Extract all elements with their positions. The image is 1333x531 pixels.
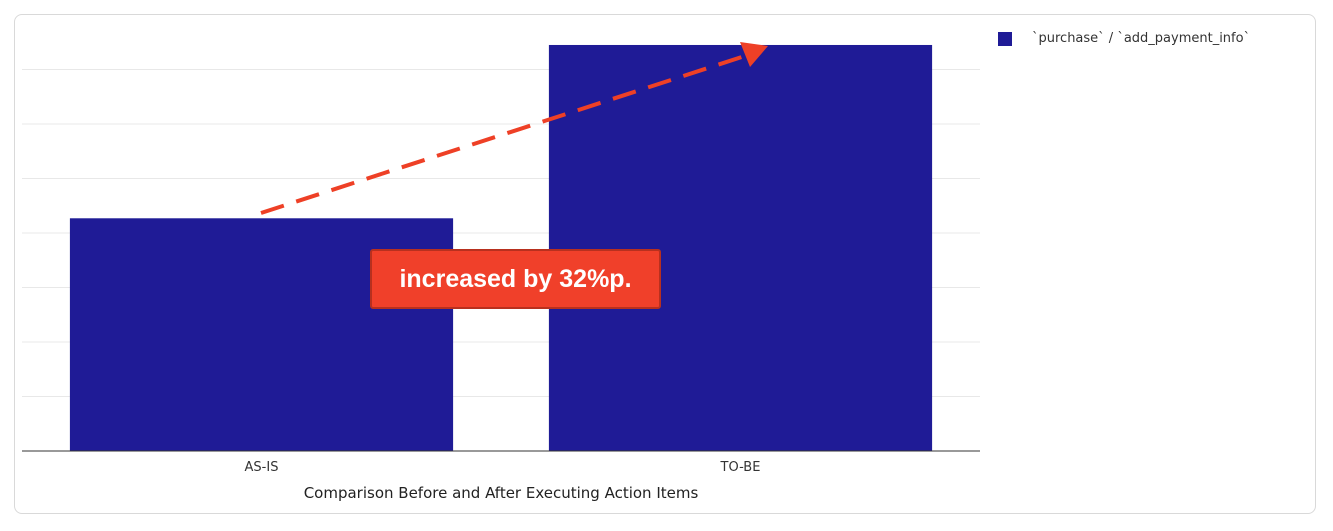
bar-to-be — [548, 44, 933, 451]
bars — [69, 44, 933, 451]
legend-swatch — [998, 31, 1012, 46]
annotation-callout: increased by 32%p. — [370, 249, 661, 309]
x-axis-label: Comparison Before and After Executing Ac… — [304, 484, 699, 502]
x-tick-label: AS-IS — [245, 460, 279, 475]
legend-label: `purchase` / `add_payment_info` — [1032, 31, 1251, 46]
legend: `purchase` / `add_payment_info` — [998, 31, 1250, 46]
dashed-arrow-line — [260, 53, 749, 215]
arrow-head-icon — [740, 42, 768, 67]
increase-arrow — [260, 42, 768, 215]
x-tick-labels: AS-IS TO-BE — [245, 460, 761, 475]
x-tick-label: TO-BE — [720, 460, 761, 475]
